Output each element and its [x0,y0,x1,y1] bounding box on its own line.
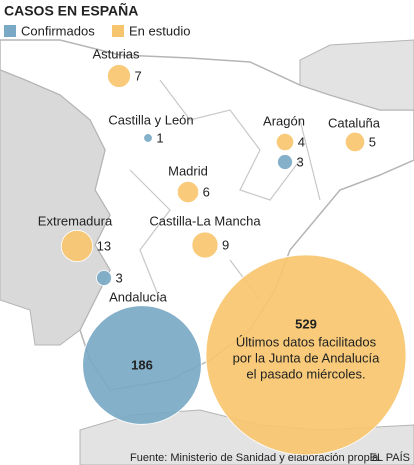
confirmed-bubble [277,154,293,170]
region-label: Andalucía [109,289,168,304]
note: el pasado miércoles. [246,366,365,381]
title: CASOS EN ESPAÑA [4,2,138,19]
region-label: Extremadura [38,213,113,228]
region-label: Asturias [93,46,140,61]
region-label: Aragón [263,113,305,128]
value-label: 13 [97,238,111,253]
study-bubble [205,254,407,456]
region-label: Madrid [168,163,208,178]
study-bubble [344,131,366,153]
value-label: 529 [295,316,317,331]
france [299,39,414,111]
region-label: Castilla-La Mancha [149,213,261,228]
value-label: 6 [203,184,210,199]
note: Últimos datos facilitados [236,334,377,349]
legend-label: Confirmados [21,23,95,38]
legend-label: En estudio [129,23,190,38]
region-label: Cataluña [328,115,381,130]
confirmed-bubble [143,133,153,143]
region-label: Castilla y León [108,112,193,127]
portugal [0,69,111,346]
study-bubble [60,229,94,263]
value-label: 7 [135,68,142,83]
value-label: 3 [116,270,123,285]
study-bubble [107,64,131,88]
value-label: 4 [298,134,305,149]
credit: EL PAÍS [370,451,410,464]
study-bubble [191,231,219,259]
source: Fuente: Ministerio de Sanidad y elaborac… [130,452,381,464]
value-label: 5 [369,134,376,149]
confirmed-bubble [96,270,112,286]
value-label: 1 [156,130,163,145]
legend-swatch [112,25,124,37]
study-bubble [275,132,295,152]
study-bubble [176,180,200,204]
note: por la Junta de Andalucía [233,350,380,365]
value-label: 3 [297,154,304,169]
confirmed-bubble [82,305,202,425]
value-label: 186 [131,357,153,372]
value-label: 9 [222,237,229,252]
region-borders [129,79,321,301]
legend-swatch [4,25,16,37]
